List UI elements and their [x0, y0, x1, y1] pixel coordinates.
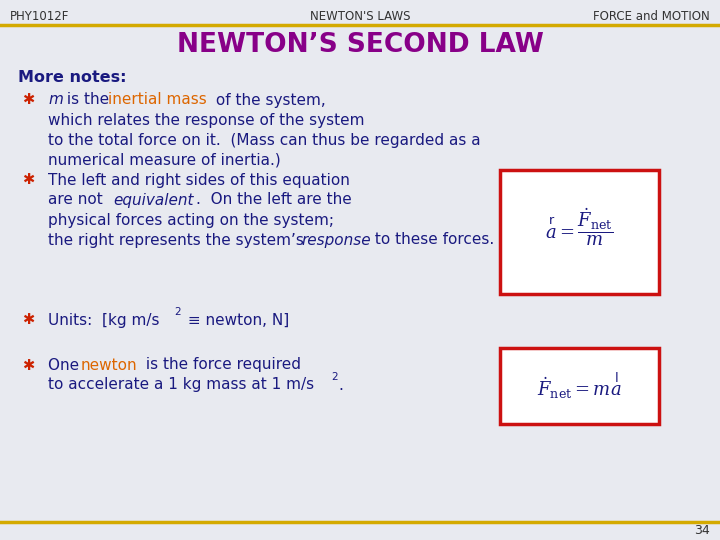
Text: ≡ newton, N]: ≡ newton, N]: [183, 313, 289, 327]
Text: ✱: ✱: [22, 357, 34, 373]
Text: numerical measure of inertia.): numerical measure of inertia.): [48, 152, 281, 167]
Text: to the total force on it.  (Mass can thus be regarded as a: to the total force on it. (Mass can thus…: [48, 132, 481, 147]
Text: of the system,: of the system,: [211, 92, 325, 107]
Text: response: response: [301, 233, 371, 247]
Text: .: .: [338, 377, 343, 393]
Text: NEWTON'S LAWS: NEWTON'S LAWS: [310, 10, 410, 23]
Text: $\overset{\mathsf{r}}{a} = \dfrac{\dot{F}_{\mathrm{net}}}{m}$: $\overset{\mathsf{r}}{a} = \dfrac{\dot{F…: [545, 206, 613, 247]
Text: .  On the left are the: . On the left are the: [196, 192, 352, 207]
Text: PHY1012F: PHY1012F: [10, 10, 69, 23]
Text: NEWTON’S SECOND LAW: NEWTON’S SECOND LAW: [176, 32, 544, 58]
Text: Units:  [kg m/s: Units: [kg m/s: [48, 313, 160, 327]
Text: equivalent: equivalent: [113, 192, 194, 207]
Text: One: One: [48, 357, 84, 373]
Text: ✱: ✱: [22, 92, 34, 107]
Text: physical forces acting on the system;: physical forces acting on the system;: [48, 213, 334, 227]
Text: 34: 34: [694, 524, 710, 537]
Text: to accelerate a 1 kg mass at 1 m/s: to accelerate a 1 kg mass at 1 m/s: [48, 377, 314, 393]
Text: 2: 2: [331, 372, 338, 382]
FancyBboxPatch shape: [500, 348, 659, 424]
Text: which relates the response of the system: which relates the response of the system: [48, 112, 364, 127]
Text: $m$: $m$: [48, 92, 64, 107]
Text: is the force required: is the force required: [141, 357, 301, 373]
FancyBboxPatch shape: [500, 170, 659, 294]
Text: 2: 2: [174, 307, 181, 317]
Text: The left and right sides of this equation: The left and right sides of this equatio…: [48, 172, 350, 187]
Text: More notes:: More notes:: [18, 71, 127, 85]
Text: ✱: ✱: [22, 313, 34, 327]
Text: $\dot{F}_{\mathrm{net}} = m\overset{\mathsf{l}}{a}$: $\dot{F}_{\mathrm{net}} = m\overset{\mat…: [537, 370, 622, 401]
Text: ✱: ✱: [22, 172, 34, 187]
Text: inertial mass: inertial mass: [108, 92, 207, 107]
Text: FORCE and MOTION: FORCE and MOTION: [593, 10, 710, 23]
Text: to these forces.: to these forces.: [370, 233, 494, 247]
Text: are not: are not: [48, 192, 107, 207]
Text: is the: is the: [62, 92, 114, 107]
Text: the right represents the system’s: the right represents the system’s: [48, 233, 309, 247]
Text: newton: newton: [81, 357, 138, 373]
